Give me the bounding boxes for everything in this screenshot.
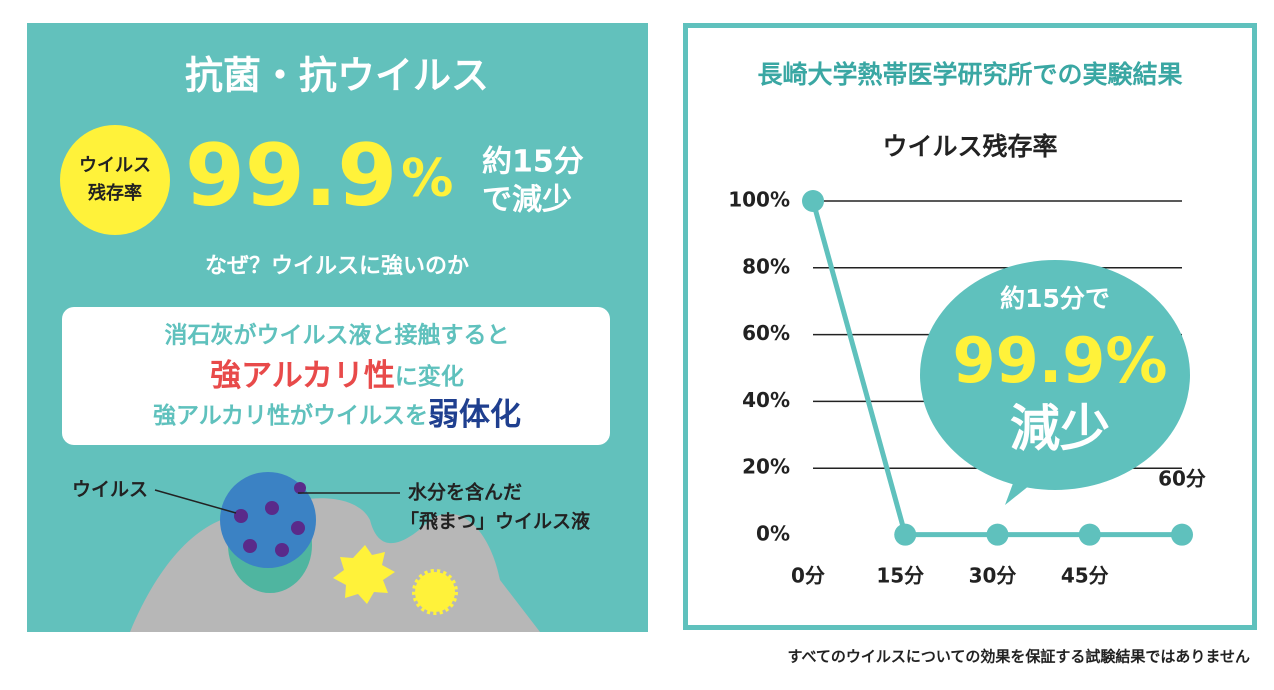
y-tick-label: 60% [742, 321, 790, 345]
data-point [1078, 523, 1101, 546]
data-point [894, 523, 917, 546]
y-tick-label: 0% [756, 522, 790, 546]
side-text: 約15分 [482, 145, 584, 180]
explain-text: 強アルカリ性がウイルスを [153, 402, 428, 429]
highlight-red: 強アルカリ性 [210, 358, 395, 394]
explain-text: に変化 [395, 363, 464, 390]
dead-virus [412, 569, 458, 615]
y-tick-label: 40% [742, 388, 790, 412]
x-tick-label: 60分 [1158, 467, 1206, 491]
data-point [986, 523, 1009, 546]
x-tick-label: 30分 [969, 564, 1017, 588]
label: 水分を含んだ [408, 481, 522, 504]
y-tick-label: 80% [742, 254, 790, 278]
bubble: 約15分で 99.9% 減少 60分 [920, 260, 1206, 505]
x-tick-label: 0分 [791, 564, 825, 588]
chart-title: ウイルス残存率 [882, 132, 1057, 161]
big-number-value: 99.9 [185, 126, 397, 226]
data-point [802, 190, 824, 212]
bubble-number: 99.9% [952, 324, 1167, 397]
pointer [154, 489, 237, 514]
y-tick-label: 20% [742, 455, 790, 479]
question: なぜ？ウイルスに強いのか [205, 253, 469, 279]
y-tick-label: 100% [728, 188, 790, 212]
label: ウイルス [72, 479, 148, 501]
footnote: すべてのウイルスについての効果を保証する試験結果ではありません [788, 648, 1250, 666]
badge-text: 残存率 [88, 182, 142, 204]
explain-line: 消石灰がウイルス液と接触すると [165, 322, 510, 349]
bubble-text: 減少 [1010, 400, 1110, 458]
big-number-unit: % [401, 149, 453, 209]
right-panel-border [683, 23, 1257, 630]
explain-line: 強アルカリ性がウイルスを弱体化 [153, 397, 521, 433]
explain-line: 強アルカリ性に変化 [210, 358, 464, 394]
virus-dots [234, 482, 306, 557]
big-number: 99.9% [185, 126, 453, 226]
dead-virus [333, 545, 395, 604]
bubble-body [920, 260, 1190, 490]
panel-title: 長崎大学熱帯医学研究所での実験結果 [757, 60, 1182, 89]
badge-text: ウイルス [79, 155, 151, 176]
badge [60, 125, 170, 235]
x-tick-label: 45分 [1061, 564, 1109, 588]
x-tick-label: 15分 [876, 564, 924, 588]
explain-box [62, 307, 610, 445]
bubble-text: 約15分で [1000, 284, 1110, 313]
highlight-navy: 弱体化 [428, 397, 521, 433]
side-text: で減少 [482, 183, 572, 218]
left-title: 抗菌・抗ウイルス [185, 54, 489, 98]
label: 「飛まつ」ウイルス液 [400, 510, 591, 533]
data-point [1171, 523, 1193, 546]
plot: 0% 20% 40% 60% 80% 100% 0分 15分 30分 45分 [728, 188, 1193, 588]
